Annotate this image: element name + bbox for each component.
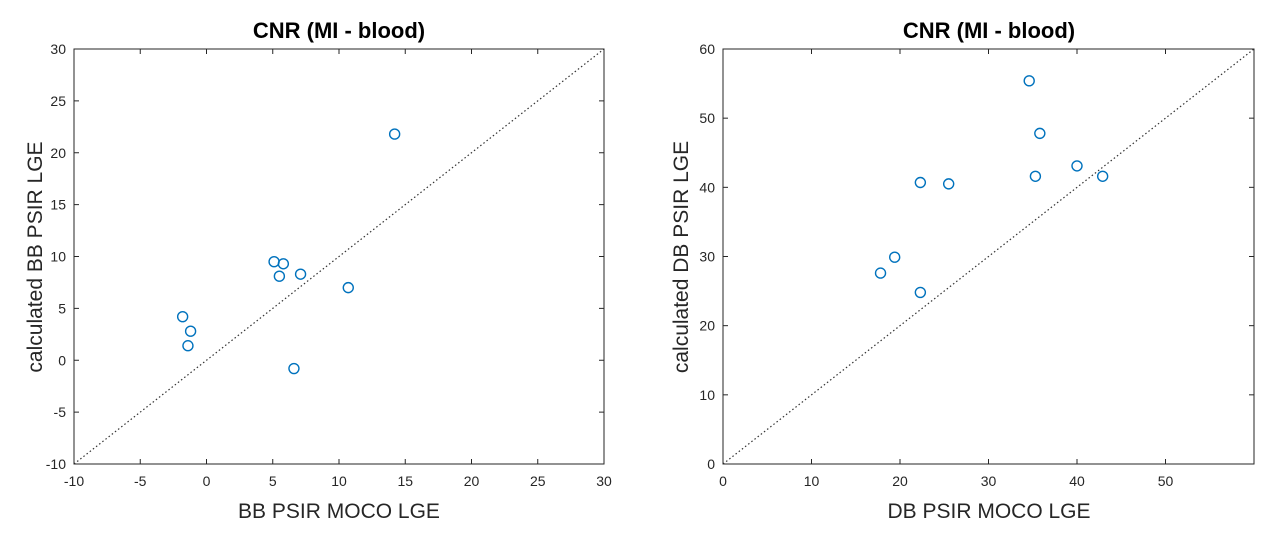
- scatter-panel-left: CNR (MI - blood) BB PSIR MOCO LGE calcul…: [24, 18, 612, 523]
- data-point: [182, 340, 194, 352]
- data-point: [1096, 170, 1109, 182]
- data-point: [1029, 170, 1042, 182]
- data-point: [388, 128, 401, 140]
- y-tick-label: 60: [699, 41, 715, 57]
- data-point: [914, 286, 927, 299]
- x-tick-label: -5: [134, 473, 147, 489]
- x-tick-label: 40: [1069, 473, 1085, 489]
- y-tick-label: 15: [50, 197, 66, 213]
- y-tick-label: 40: [699, 179, 715, 195]
- x-tick-label: 30: [981, 473, 997, 489]
- data-point: [1023, 75, 1035, 87]
- data-point: [273, 270, 286, 282]
- x-tick-label: 20: [464, 473, 480, 489]
- data-point: [184, 325, 197, 337]
- x-tick-label: 0: [719, 473, 727, 489]
- data-point: [342, 281, 354, 294]
- data-point: [914, 176, 927, 189]
- y-axis-label-right: calculated DB PSIR LGE: [670, 141, 693, 373]
- data-point: [942, 178, 955, 190]
- chart-title-left: CNR (MI - blood): [253, 18, 425, 43]
- y-tick-label: 0: [707, 456, 715, 472]
- plot-area-right: 0 10 20 30 40 50 0 10 20 30 40 50 60: [699, 41, 1255, 489]
- x-tick-label: 10: [804, 473, 820, 489]
- y-tick-label: 50: [699, 110, 715, 126]
- x-tick-label: 15: [397, 473, 413, 489]
- x-axis-label-left: BB PSIR MOCO LGE: [238, 500, 440, 523]
- x-tick-label: 10: [331, 473, 347, 489]
- y-tick-label: 30: [699, 249, 715, 265]
- y-tick-label: -10: [46, 456, 66, 472]
- data-point: [268, 255, 280, 268]
- data-point: [288, 362, 300, 375]
- y-tick-label: 10: [50, 249, 66, 265]
- x-tick-label: 0: [203, 473, 211, 489]
- y-tick-label: 25: [50, 93, 66, 109]
- y-tick-label: 0: [58, 352, 66, 368]
- scatter-panel-right: CNR (MI - blood) DB PSIR MOCO LGE calcul…: [670, 18, 1255, 523]
- data-point: [888, 251, 901, 263]
- y-tick-label: 5: [58, 300, 66, 316]
- data-point: [176, 310, 189, 323]
- data-point: [1071, 160, 1083, 172]
- x-tick-label: 30: [596, 473, 612, 489]
- y-tick-label: 30: [50, 41, 66, 57]
- x-tick-label: 25: [530, 473, 546, 489]
- y-tick-label: 20: [50, 145, 66, 161]
- identity-line-left: [73, 48, 605, 465]
- y-tick-label: -5: [54, 404, 67, 420]
- chart-title-right: CNR (MI - blood): [903, 18, 1075, 43]
- data-point: [1034, 127, 1046, 140]
- identity-line-right: [722, 48, 1255, 465]
- x-tick-label: 20: [892, 473, 908, 489]
- data-point: [277, 258, 290, 270]
- y-axis-label-left: calculated BB PSIR LGE: [24, 141, 47, 372]
- x-axis-label-right: DB PSIR MOCO LGE: [887, 500, 1090, 523]
- plot-area-left: -10 -5 0 5 10 15 20 25 30 -10 -5 0 5 10 15 20 25 30: [46, 41, 612, 489]
- x-tick-label: 5: [269, 473, 277, 489]
- x-tick-label: 50: [1158, 473, 1174, 489]
- data-point: [874, 267, 887, 279]
- y-tick-label: 10: [699, 387, 715, 403]
- y-tick-label: 20: [699, 318, 715, 334]
- data-point: [294, 268, 307, 280]
- x-tick-label: -10: [64, 473, 84, 489]
